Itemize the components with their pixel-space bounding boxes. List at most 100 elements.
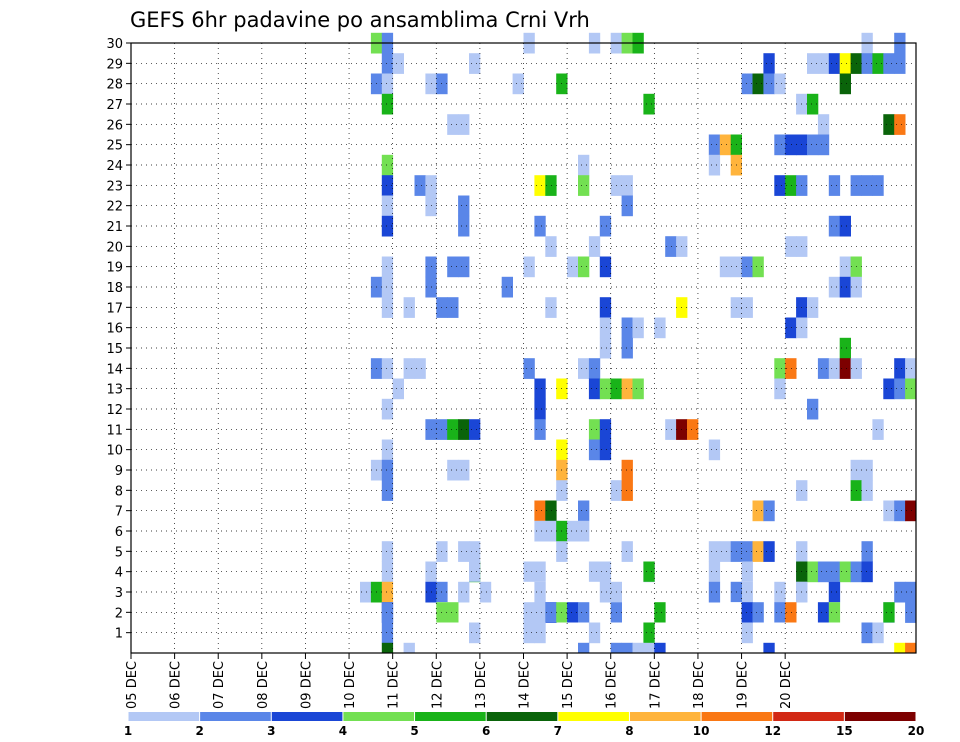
y-tick-label: 29 <box>106 57 123 72</box>
x-tick-label: 08 DEC <box>256 661 271 709</box>
heatmap-cell <box>545 520 557 542</box>
heatmap-cell <box>545 175 557 196</box>
heatmap-cell <box>807 398 819 420</box>
heatmap-cell <box>905 378 917 400</box>
heatmap-cell <box>817 53 830 74</box>
heatmap-cell <box>414 175 426 196</box>
heatmap-cell <box>588 378 601 400</box>
heatmap-cell <box>534 602 546 623</box>
heatmap-cell <box>381 256 394 278</box>
colorbar-label: 7 <box>554 724 562 738</box>
y-tick-label: 24 <box>106 159 123 174</box>
heatmap-cell <box>708 581 721 603</box>
colorbar-label: 3 <box>267 724 275 738</box>
colorbar-label: 6 <box>482 724 490 738</box>
heatmap-cell <box>621 175 633 196</box>
heatmap-cell <box>839 337 851 359</box>
heatmap-cell <box>774 175 786 196</box>
heatmap-cell <box>828 215 841 237</box>
heatmap-cell <box>523 358 535 379</box>
heatmap-cell <box>894 114 906 135</box>
y-tick-label: 19 <box>106 261 123 276</box>
colorbar-swatch <box>414 712 487 721</box>
y-tick-label: 14 <box>106 362 123 377</box>
y-tick-label: 3 <box>115 586 123 601</box>
heatmap-cell <box>578 256 590 278</box>
colorbar-label: 12 <box>764 724 781 738</box>
heatmap-cell <box>599 581 612 603</box>
heatmap-cell <box>643 93 655 115</box>
heatmap-cell <box>861 459 873 481</box>
heatmap-cell <box>632 378 644 400</box>
heatmap-cell <box>807 561 819 583</box>
heatmap-cell <box>621 642 633 653</box>
heatmap-cell <box>883 602 895 623</box>
heatmap-cell <box>578 175 590 196</box>
heatmap-cell <box>381 358 394 379</box>
heatmap-cell <box>534 378 546 400</box>
heatmap-cell <box>381 195 394 217</box>
heatmap-cell <box>534 622 546 644</box>
y-tick-label: 21 <box>106 220 123 235</box>
heatmap-cell <box>643 561 655 582</box>
heatmap-cell <box>403 642 415 653</box>
heatmap-cell <box>719 541 732 562</box>
heatmap-cell <box>905 602 917 623</box>
y-tick-label: 25 <box>106 139 123 154</box>
heatmap-cell <box>447 459 459 481</box>
y-tick-label: 28 <box>106 78 123 93</box>
heatmap-cell <box>578 520 590 542</box>
heatmap-cell <box>872 175 884 196</box>
heatmap-cell <box>807 297 819 318</box>
heatmap-cell <box>828 602 841 623</box>
heatmap-cell <box>479 581 492 603</box>
heatmap-cell <box>599 439 612 461</box>
heatmap-cell <box>817 358 830 379</box>
heatmap-cell <box>839 561 851 583</box>
heatmap-cell <box>883 114 895 135</box>
heatmap-cell <box>621 337 633 359</box>
y-tick-label: 2 <box>115 606 123 621</box>
colorbar-swatch <box>128 712 201 721</box>
heatmap-cell <box>741 541 753 562</box>
heatmap-cell <box>447 297 459 318</box>
colorbar-swatch <box>701 712 774 721</box>
heatmap-cell <box>534 398 546 420</box>
heatmap-cell <box>403 297 415 318</box>
heatmap-cell <box>621 195 633 217</box>
x-tick-label: 13 DEC <box>474 661 489 709</box>
heatmap-cell <box>883 53 895 74</box>
heatmap-cell <box>458 541 470 562</box>
heatmap-cell <box>381 398 394 420</box>
heatmap-cell <box>458 419 470 440</box>
heatmap-cell <box>458 195 470 217</box>
heatmap-cell <box>458 256 470 278</box>
heatmap-cell <box>469 541 481 562</box>
heatmap-cell <box>534 175 546 196</box>
heatmap-cell <box>894 53 906 74</box>
heatmap-cell <box>839 358 851 379</box>
y-tick-label: 17 <box>106 301 123 316</box>
y-tick-label: 11 <box>106 423 123 438</box>
heatmap-cell <box>381 541 394 562</box>
x-tick-label: 20 DEC <box>779 661 794 709</box>
heatmap-cell <box>861 53 873 74</box>
heatmap-cell <box>785 175 797 196</box>
heatmap-cell <box>469 419 481 440</box>
heatmap-cell <box>545 236 557 257</box>
heatmap-cell <box>894 358 906 379</box>
heatmap-cell <box>741 73 753 95</box>
heatmap-cell <box>872 419 884 440</box>
y-tick-label: 16 <box>106 322 123 337</box>
heatmap-cell <box>817 602 830 623</box>
heatmap-cell <box>588 439 601 461</box>
heatmap-cell <box>501 276 513 298</box>
grid-lines <box>130 42 916 653</box>
colorbar-label: 15 <box>836 724 853 738</box>
heatmap-cell <box>588 622 601 644</box>
y-tick-label: 30 <box>106 37 123 52</box>
heatmap-cell <box>817 561 830 583</box>
colorbar-label: 10 <box>693 724 710 738</box>
heatmap-cell <box>752 602 764 623</box>
heatmap-cell <box>381 297 394 318</box>
